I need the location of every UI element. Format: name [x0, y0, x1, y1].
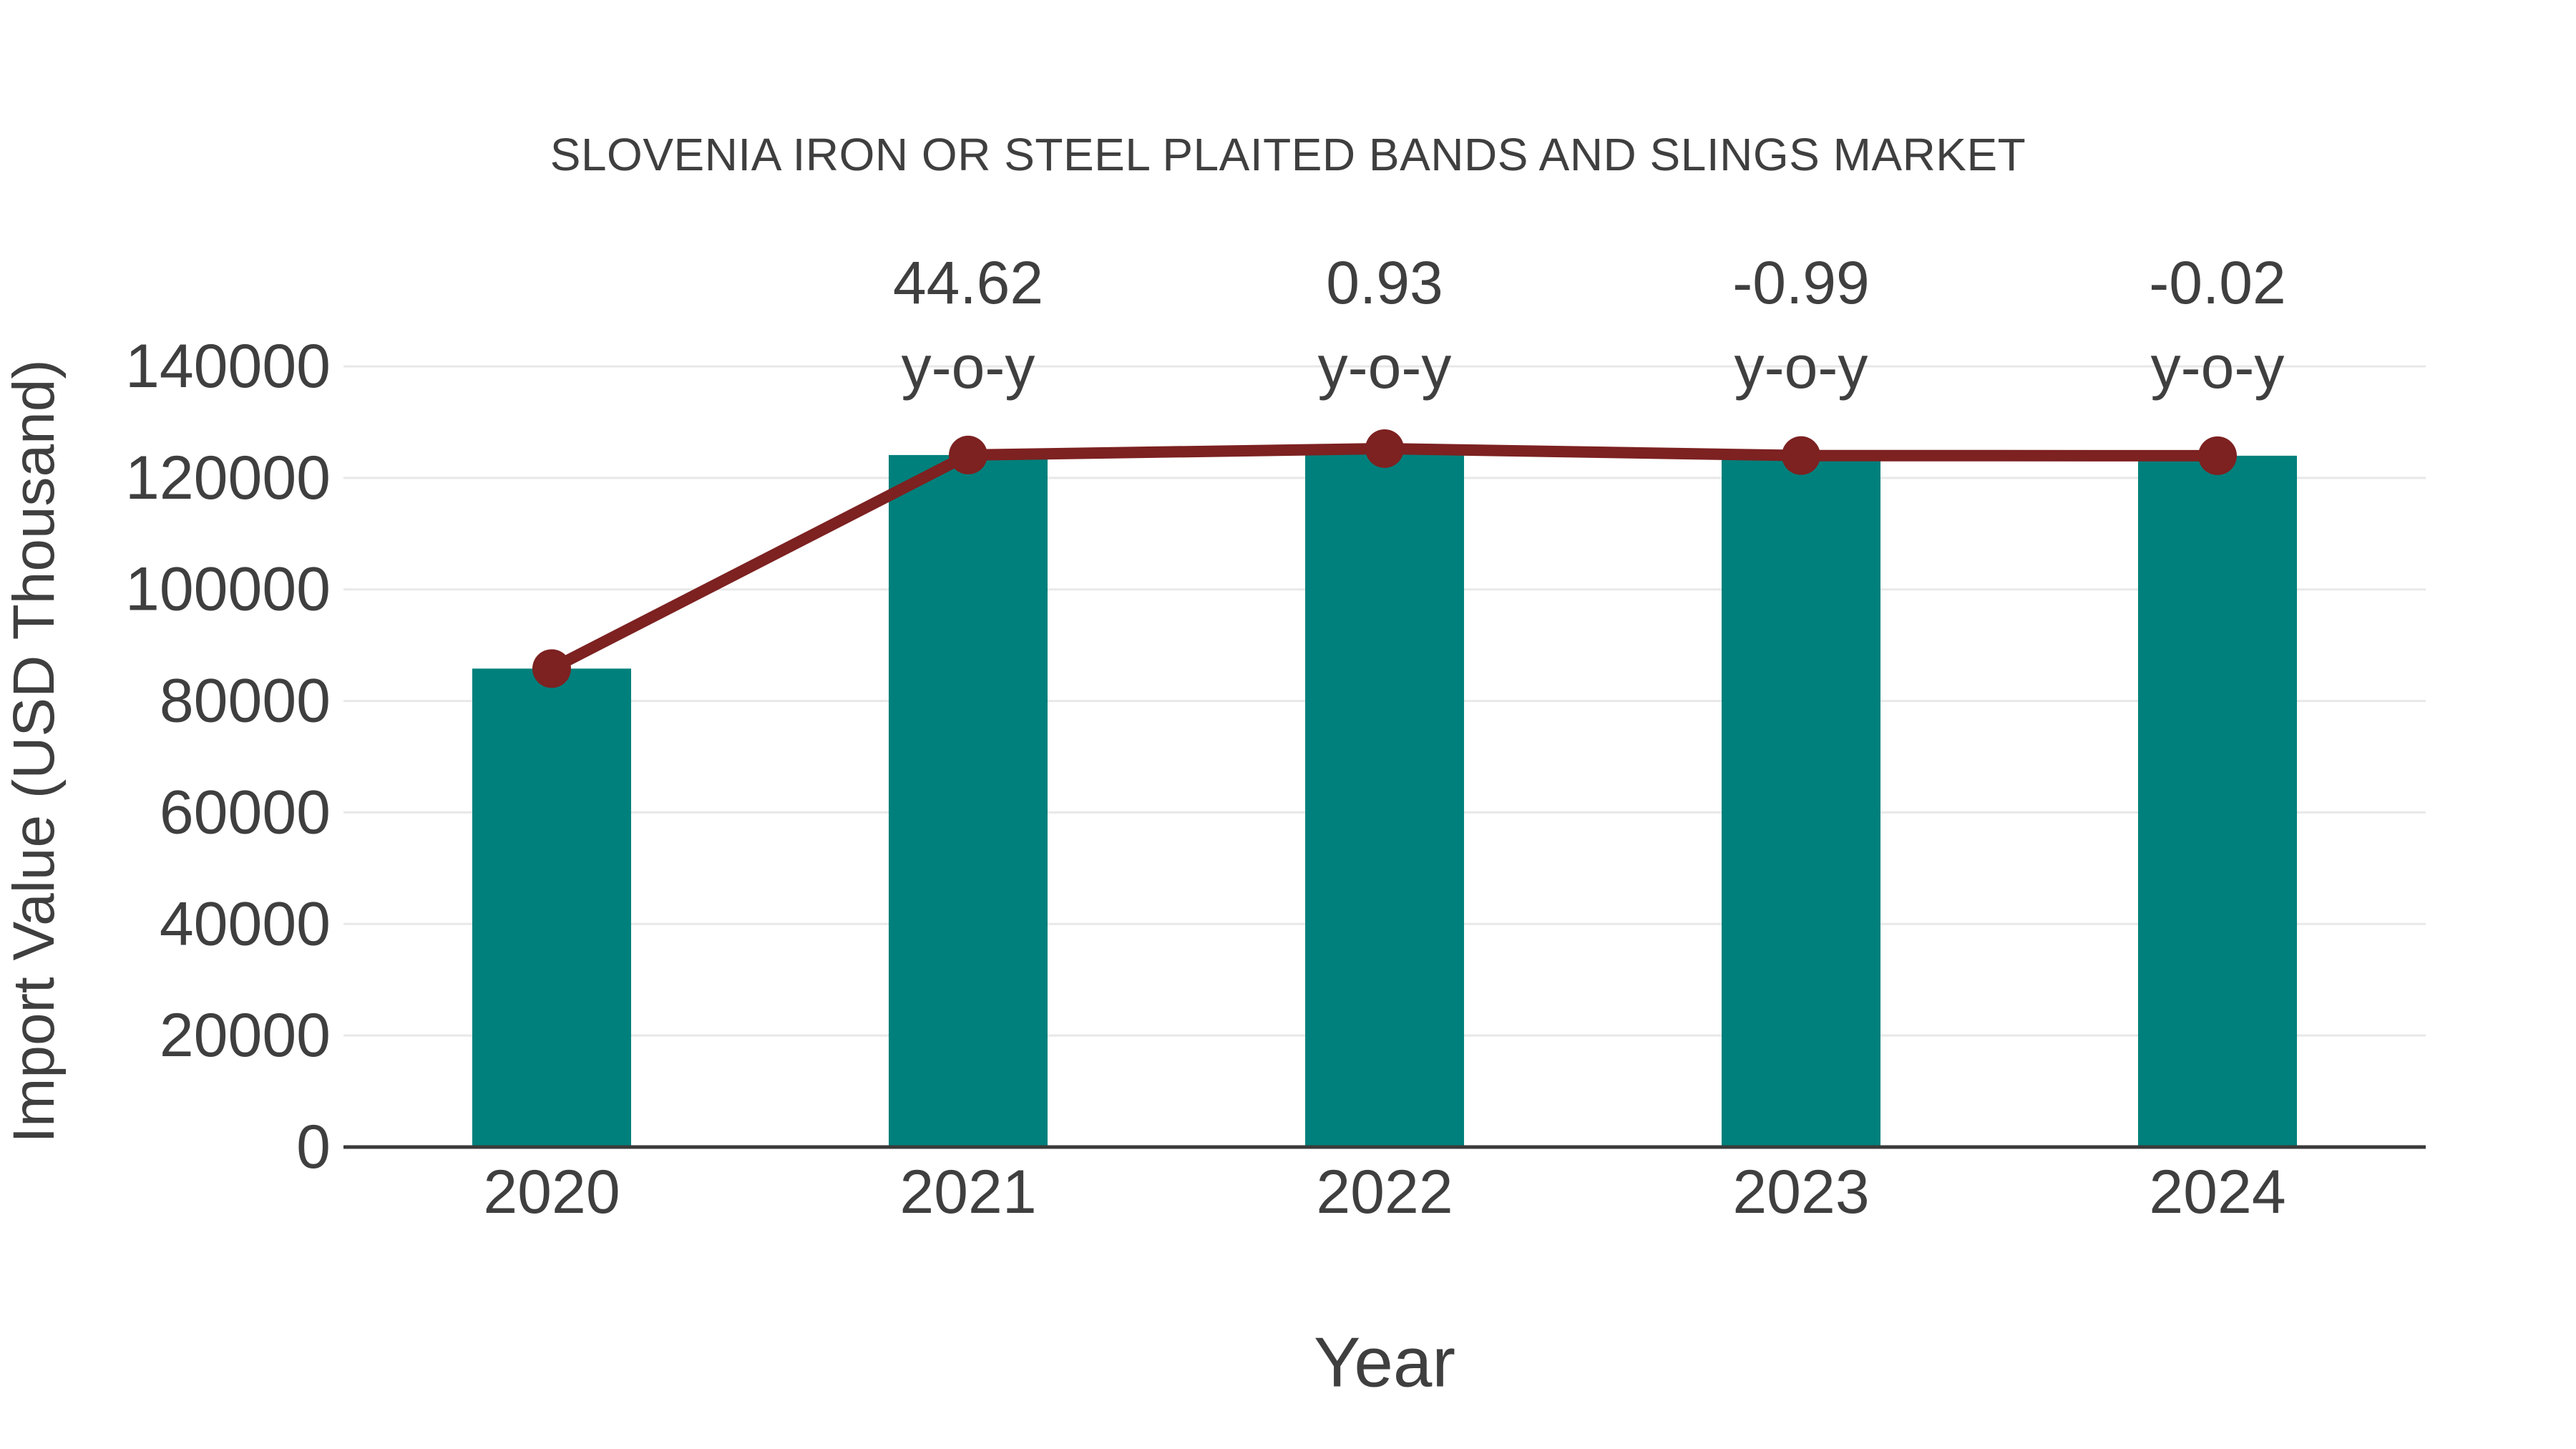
- y-tick-label-140000: 140000: [125, 332, 331, 401]
- annotation-yoy-label-2023: y-o-y: [1735, 333, 1868, 401]
- chart-title: SLOVENIA IRON OR STEEL PLAITED BANDS AND…: [550, 129, 2026, 180]
- trend-point-2023[interactable]: [1782, 436, 1820, 475]
- x-tick-label-2023: 2023: [1732, 1158, 1869, 1226]
- y-tick-label-40000: 40000: [160, 889, 331, 958]
- bar-2022[interactable]: [1305, 448, 1464, 1147]
- y-tick-label-60000: 60000: [160, 778, 331, 847]
- bar-2024[interactable]: [2138, 455, 2297, 1147]
- y-tick-label-120000: 120000: [125, 444, 331, 512]
- annotation-value-2023: -0.99: [1732, 249, 1869, 316]
- x-tick-label-2021: 2021: [899, 1158, 1036, 1226]
- trend-point-2022[interactable]: [1365, 429, 1404, 468]
- x-tick-label-2020: 2020: [483, 1158, 620, 1226]
- annotation-yoy-label-2022: y-o-y: [1318, 333, 1452, 401]
- annotation-value-2022: 0.93: [1326, 249, 1443, 316]
- trend-point-2020[interactable]: [532, 649, 571, 688]
- x-tick-label-2022: 2022: [1316, 1158, 1453, 1226]
- annotation-yoy-label-2024: y-o-y: [2151, 333, 2285, 401]
- annotation-value-2024: -0.02: [2149, 249, 2285, 316]
- bar-2020[interactable]: [472, 668, 631, 1147]
- trend-point-2024[interactable]: [2198, 436, 2237, 475]
- bar-2023[interactable]: [1722, 455, 1880, 1147]
- y-tick-label-100000: 100000: [125, 555, 331, 624]
- trend-point-2021[interactable]: [949, 435, 987, 474]
- x-axis-title: Year: [1313, 1322, 1456, 1402]
- y-tick-label-20000: 20000: [160, 1001, 331, 1070]
- x-tick-label-2024: 2024: [2149, 1158, 2285, 1226]
- bar-2021[interactable]: [889, 454, 1048, 1147]
- y-tick-label-80000: 80000: [160, 667, 331, 736]
- y-axis-title: Import Value (USD Thousand): [1, 359, 67, 1143]
- y-tick-label-0: 0: [296, 1113, 331, 1181]
- annotation-value-2021: 44.62: [893, 249, 1043, 316]
- annotation-yoy-label-2021: y-o-y: [902, 333, 1035, 401]
